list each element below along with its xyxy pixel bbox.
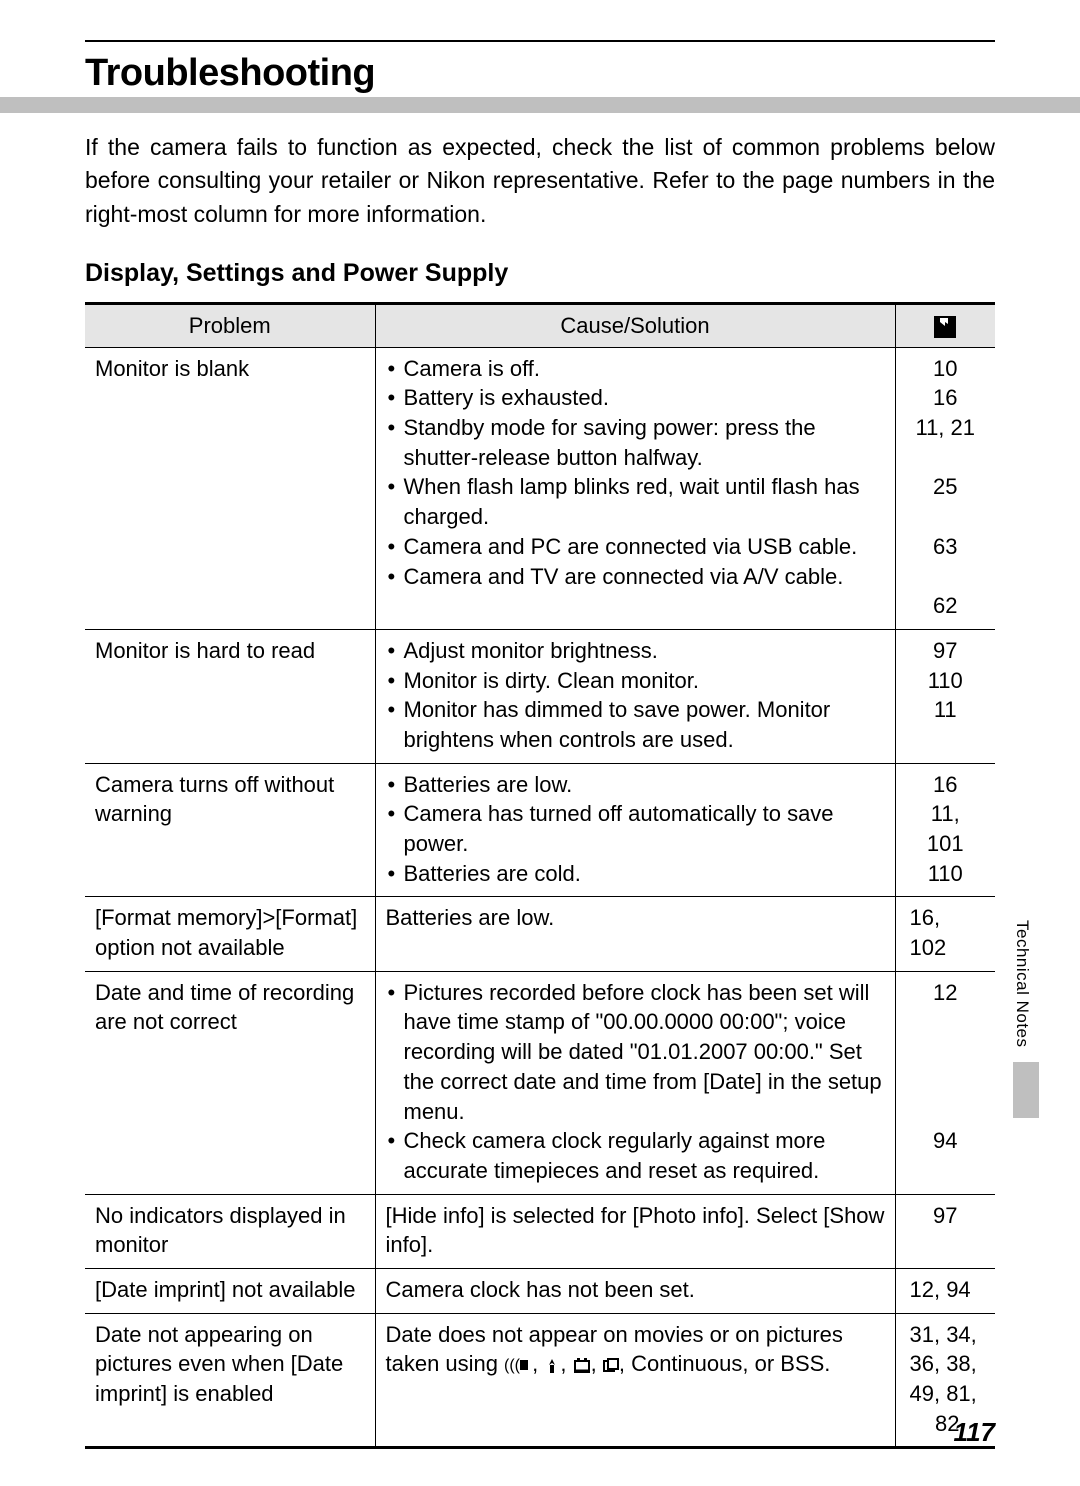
cause-cell: Camera clock has not been set. xyxy=(375,1268,895,1313)
cause-item: Pictures recorded before clock has been … xyxy=(386,978,885,1126)
cause-cell: Batteries are low. xyxy=(375,897,895,971)
cause-item: Camera has turned off automatically to s… xyxy=(386,799,885,858)
top-rule xyxy=(85,40,995,42)
problem-cell: Monitor is hard to read xyxy=(85,629,375,763)
cause-cell: Pictures recorded before clock has been … xyxy=(375,971,895,1194)
cause-item: Monitor is dirty. Clean monitor. xyxy=(386,666,885,696)
section-subheading: Display, Settings and Power Supply xyxy=(85,259,995,288)
cause-cell: Date does not appear on movies or on pic… xyxy=(375,1313,895,1448)
page-ref: 97 xyxy=(906,636,986,666)
table-header-row: Problem Cause/Solution xyxy=(85,304,995,348)
problem-cell: No indicators displayed in monitor xyxy=(85,1194,375,1268)
table-row: Date and time of recording are not corre… xyxy=(85,971,995,1194)
table-row: Monitor is hard to read Adjust monitor b… xyxy=(85,629,995,763)
cause-item: Battery is exhausted. xyxy=(386,383,885,413)
col-header-cause: Cause/Solution xyxy=(375,304,895,348)
page-ref: 62 xyxy=(906,591,986,621)
page-ref: 49, 81, xyxy=(910,1379,986,1409)
problem-cell: [Format memory]>[Format] option not avai… xyxy=(85,897,375,971)
page-ref: 16, xyxy=(910,903,986,933)
table-row: [Date imprint] not available Camera cloc… xyxy=(85,1268,995,1313)
page-ref-icon xyxy=(934,316,956,338)
cause-item: Monitor has dimmed to save power. Monito… xyxy=(386,695,885,754)
table-row: [Format memory]>[Format] option not avai… xyxy=(85,897,995,971)
page-ref: 11 xyxy=(906,695,986,725)
page-ref: 110 xyxy=(906,859,986,889)
page-cell: 16, 102 xyxy=(895,897,995,971)
cause-item: Adjust monitor brightness. xyxy=(386,636,885,666)
problem-cell: Date and time of recording are not corre… xyxy=(85,971,375,1194)
cause-cell: [Hide info] is selected for [Photo info]… xyxy=(375,1194,895,1268)
cause-item: Batteries are cold. xyxy=(386,859,885,889)
page-cell: 12 94 xyxy=(895,971,995,1194)
col-header-page xyxy=(895,304,995,348)
cause-item: Batteries are low. xyxy=(386,770,885,800)
side-tab-box xyxy=(1013,1062,1039,1118)
page-ref: 16 xyxy=(906,383,986,413)
cause-item: When flash lamp blinks red, wait until f… xyxy=(386,472,885,531)
page-cell: 12, 94 xyxy=(895,1268,995,1313)
side-tab: Technical Notes xyxy=(1012,920,1040,1118)
page-ref: 16 xyxy=(906,770,986,800)
mode-icons: (((, , , xyxy=(504,1351,619,1376)
problem-cell: [Date imprint] not available xyxy=(85,1268,375,1313)
side-tab-label: Technical Notes xyxy=(1012,920,1032,1048)
page-ref: 10 xyxy=(906,354,986,384)
page-number: 117 xyxy=(954,1417,995,1448)
cause-item: Camera and PC are connected via USB cabl… xyxy=(386,532,885,562)
page-ref: 101 xyxy=(906,829,986,859)
cause-cell: Batteries are low. Camera has turned off… xyxy=(375,763,895,897)
problem-cell: Monitor is blank xyxy=(85,347,375,629)
page-ref: 12 xyxy=(906,978,986,1008)
cause-item: Camera and TV are connected via A/V cabl… xyxy=(386,562,885,592)
cause-cell: Adjust monitor brightness. Monitor is di… xyxy=(375,629,895,763)
troubleshooting-table: Problem Cause/Solution Monitor is blank … xyxy=(85,302,995,1449)
page-ref: 11, 21 xyxy=(906,413,986,443)
col-header-problem: Problem xyxy=(85,304,375,348)
page-cell: 97 xyxy=(895,1194,995,1268)
table-row: Camera turns off without warning Batteri… xyxy=(85,763,995,897)
cause-item: Camera is off. xyxy=(386,354,885,384)
page-ref: 63 xyxy=(906,532,986,562)
page-ref: 25 xyxy=(906,472,986,502)
table-row: Date not appearing on pictures even when… xyxy=(85,1313,995,1448)
cause-item: Check camera clock regularly against mor… xyxy=(386,1126,885,1185)
table-row: No indicators displayed in monitor [Hide… xyxy=(85,1194,995,1268)
page-cell: 16 11, 101 110 xyxy=(895,763,995,897)
page-ref: 31, 34, xyxy=(910,1320,986,1350)
manual-page: Troubleshooting If the camera fails to f… xyxy=(0,0,1080,1486)
problem-cell: Date not appearing on pictures even when… xyxy=(85,1313,375,1448)
page-cell: 97 110 11 xyxy=(895,629,995,763)
cause-item: Standby mode for saving power: press the… xyxy=(386,413,885,472)
page-cell: 10 16 11, 21 25 63 62 xyxy=(895,347,995,629)
svg-text:(((: ((( xyxy=(504,1357,521,1374)
page-ref: 36, 38, xyxy=(910,1349,986,1379)
page-ref: 11, xyxy=(906,799,986,829)
cause-cell: Camera is off. Battery is exhausted. Sta… xyxy=(375,347,895,629)
cause-text-post: , Continuous, or BSS. xyxy=(619,1351,831,1376)
table-row: Monitor is blank Camera is off. Battery … xyxy=(85,347,995,629)
page-title: Troubleshooting xyxy=(85,52,995,95)
title-underbar xyxy=(0,97,1080,113)
page-ref: 94 xyxy=(906,1126,986,1156)
problem-cell: Camera turns off without warning xyxy=(85,763,375,897)
page-ref: 110 xyxy=(906,666,986,696)
intro-paragraph: If the camera fails to function as expec… xyxy=(85,131,995,231)
page-ref: 102 xyxy=(910,933,986,963)
